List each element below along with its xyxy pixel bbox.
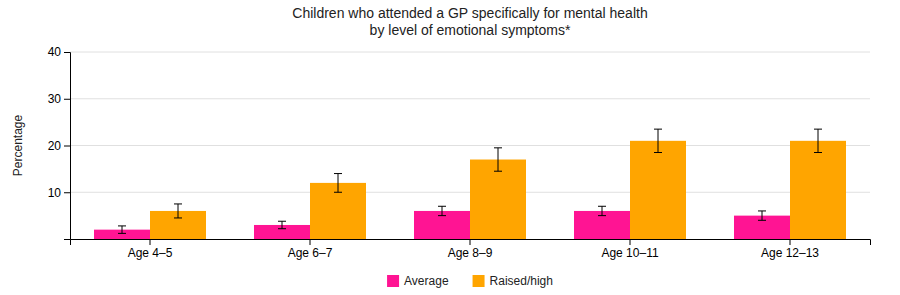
tick-mark xyxy=(630,239,631,245)
legend: Average Raised/high xyxy=(387,274,553,288)
plot-area: 10203040Age 4–5Age 6–7Age 8–9Age 10–11Ag… xyxy=(48,45,871,259)
tick-label: Age 12–13 xyxy=(761,246,819,260)
error-bar-stem xyxy=(338,174,339,193)
marks xyxy=(94,129,846,239)
grid-line xyxy=(70,98,870,99)
tick: 30 xyxy=(48,92,70,106)
legend-label: Raised/high xyxy=(490,274,553,288)
error-bar-cap xyxy=(494,147,502,148)
error-bar-cap xyxy=(174,203,182,204)
y-axis-title: Percentage xyxy=(11,114,25,176)
bar xyxy=(414,211,470,239)
error-bar-cap xyxy=(334,173,342,174)
chart: Children who attended a GP specifically … xyxy=(0,0,900,295)
error-bar-cap xyxy=(654,152,662,153)
tick-mark xyxy=(310,239,311,245)
error-bar-cap xyxy=(334,192,342,193)
tick-mark xyxy=(64,52,70,53)
tick-label: Age 4–5 xyxy=(128,246,173,260)
error-bar-cap xyxy=(438,215,446,216)
tick-mark xyxy=(150,239,151,245)
tick-mark xyxy=(790,239,791,245)
tick-label: 40 xyxy=(48,45,62,59)
grid-line xyxy=(70,52,870,53)
error-bar-cap xyxy=(118,233,126,234)
axis-line xyxy=(71,240,871,246)
error-bar-cap xyxy=(494,171,502,172)
legend-swatch xyxy=(387,275,399,287)
error-bar-cap xyxy=(814,152,822,153)
error-bar-cap xyxy=(278,221,286,222)
error-bar-cap xyxy=(174,217,182,218)
error-bar xyxy=(118,226,126,233)
tick: 40 xyxy=(48,45,70,59)
tick-label: 30 xyxy=(48,92,62,106)
error-bar-stem xyxy=(602,206,603,215)
legend-label: Average xyxy=(404,274,449,288)
tick-label: Age 8–9 xyxy=(448,246,493,260)
bar xyxy=(574,211,630,239)
title-line: by level of emotional symptoms* xyxy=(370,22,571,38)
error-bar-cap xyxy=(438,206,446,207)
tick-label: 20 xyxy=(48,139,62,153)
series xyxy=(150,129,846,239)
error-bar-stem xyxy=(178,204,179,218)
error-bar-cap xyxy=(598,215,606,216)
grid-line xyxy=(70,145,870,146)
error-bar xyxy=(758,211,766,220)
tick: Age 4–5 xyxy=(128,239,173,260)
axis-line xyxy=(64,53,71,240)
tick: 10 xyxy=(48,186,70,200)
bar xyxy=(470,160,526,239)
error-bar-stem xyxy=(282,221,283,228)
tick-label: 10 xyxy=(48,186,62,200)
tick-mark xyxy=(64,146,70,147)
error-bar-cap xyxy=(278,228,286,229)
tick: Age 8–9 xyxy=(448,239,493,260)
legend-item: Raised/high xyxy=(473,274,553,288)
tick: Age 6–7 xyxy=(288,239,333,260)
tick: Age 10–11 xyxy=(601,239,658,260)
error-bar-stem xyxy=(122,226,123,233)
error-bar-cap xyxy=(814,129,822,130)
error-bar-cap xyxy=(758,220,766,221)
bar xyxy=(630,141,686,239)
title: Children who attended a GP specifically … xyxy=(292,5,647,38)
error-bar xyxy=(438,206,446,215)
tick-mark xyxy=(470,239,471,245)
error-bar xyxy=(654,129,662,152)
y-axis: 10 20 30 40 xyxy=(48,45,71,239)
error-bar-stem xyxy=(762,211,763,220)
error-bar xyxy=(598,206,606,215)
tick-mark xyxy=(64,192,70,193)
title-line: Children who attended a GP specifically … xyxy=(292,5,647,21)
error-bar-stem xyxy=(442,206,443,215)
tick: Age 12–13 xyxy=(761,239,819,260)
error-bar-cap xyxy=(654,129,662,130)
legend-item: Average xyxy=(387,274,449,288)
error-bar xyxy=(814,129,822,152)
error-bar-cap xyxy=(758,210,766,211)
error-bar-stem xyxy=(658,129,659,152)
error-bar xyxy=(494,148,502,171)
x-axis: Age 4–5 Age 6–7 Age 8–9 Age 10–11 Age 12–13 xyxy=(71,239,871,260)
error-bar-cap xyxy=(598,206,606,207)
bar xyxy=(790,141,846,239)
error-bar xyxy=(174,204,182,218)
tick-label: Age 6–7 xyxy=(288,246,333,260)
tick-mark xyxy=(64,99,70,100)
error-bar-stem xyxy=(498,148,499,171)
error-bar-stem xyxy=(818,129,819,152)
tick-label: Age 10–11 xyxy=(601,246,658,260)
legend-swatch xyxy=(473,275,485,287)
tick: 20 xyxy=(48,139,70,153)
error-bar-cap xyxy=(118,225,126,226)
error-bar xyxy=(278,221,286,228)
error-bar xyxy=(334,174,342,193)
